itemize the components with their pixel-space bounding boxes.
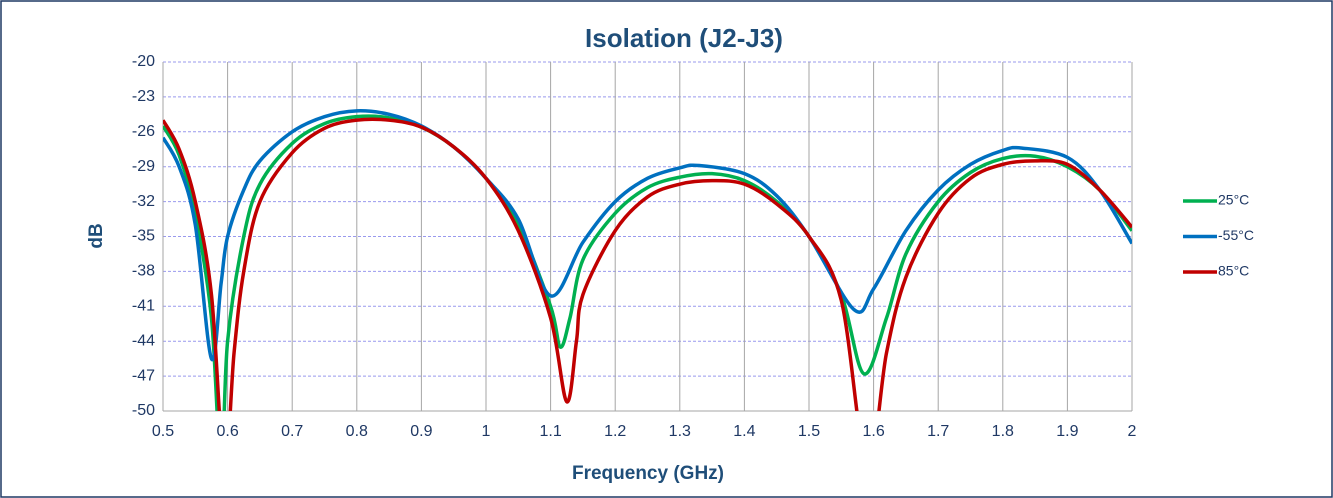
y-tick-label: -32 [132, 193, 155, 210]
series-line [163, 117, 1132, 411]
legend-label: -55°C [1218, 227, 1254, 243]
series-line [163, 109, 1132, 362]
x-tick-label: 1.8 [992, 423, 1014, 440]
chart-title: Isolation (J2-J3) [585, 23, 783, 53]
x-tick-label: 1.4 [733, 423, 755, 440]
legend-label: 25°C [1218, 192, 1249, 208]
legend-label: 85°C [1218, 263, 1249, 279]
y-tick-label: -38 [132, 263, 155, 280]
x-tick-label: 1.5 [798, 423, 820, 440]
y-tick-label: -29 [132, 158, 155, 175]
y-tick-label: -35 [132, 228, 155, 245]
x-tick-label: 0.7 [281, 423, 303, 440]
y-tick-label: -44 [132, 332, 155, 349]
x-tick-label: 1.3 [669, 423, 691, 440]
x-tick-label: 1 [482, 423, 491, 440]
x-tick-label: 1.9 [1056, 423, 1078, 440]
plot-area [163, 109, 1132, 411]
x-tick-label: 1.6 [862, 423, 884, 440]
x-tick-label: 0.9 [410, 423, 432, 440]
y-tick-label: -47 [132, 367, 155, 384]
x-axis-label: Frequency (GHz) [572, 463, 724, 484]
series-line [163, 114, 1132, 411]
x-tick-label: 0.8 [346, 423, 368, 440]
y-tick-label: -20 [132, 53, 155, 70]
y-tick-label: -41 [132, 298, 155, 315]
x-tick-label: 1.1 [539, 423, 561, 440]
y-tick-label: -23 [132, 88, 155, 105]
y-axis-label: dB [86, 223, 107, 248]
x-tick-label: 0.6 [216, 423, 238, 440]
x-tick-label: 1.7 [927, 423, 949, 440]
x-tick-label: 2 [1128, 423, 1137, 440]
x-tick-label: 0.5 [152, 423, 174, 440]
x-tick-label: 1.2 [604, 423, 626, 440]
y-tick-label: -50 [132, 402, 155, 419]
y-tick-label: -26 [132, 123, 155, 140]
